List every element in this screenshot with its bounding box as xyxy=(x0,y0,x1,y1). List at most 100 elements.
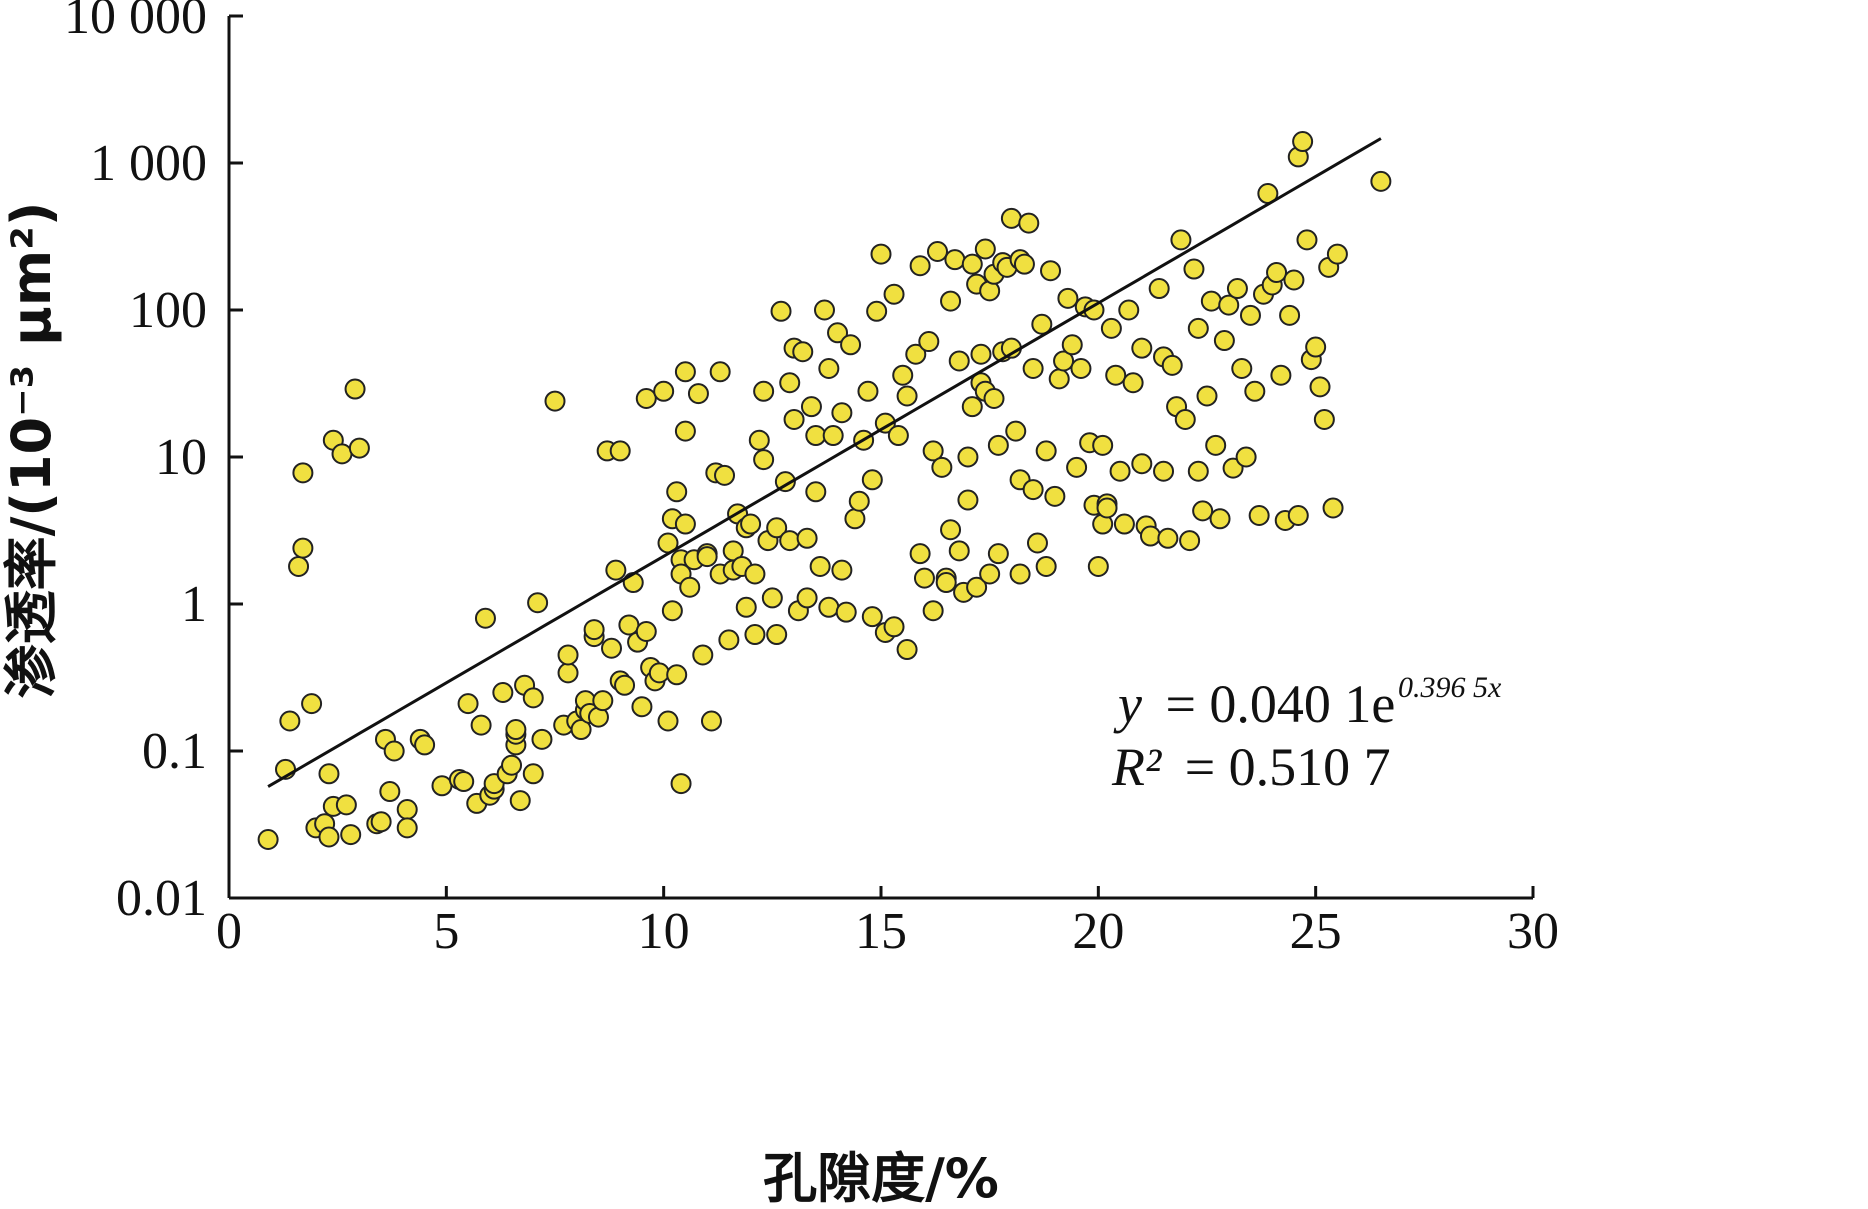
data-point xyxy=(474,607,496,629)
data-point xyxy=(766,624,788,646)
data-point xyxy=(1105,364,1127,386)
data-point xyxy=(453,771,475,793)
data-point xyxy=(1313,408,1335,430)
data-point xyxy=(1279,304,1301,326)
regression-equation: y = 0.040 1e 0.396 5x R² = 0.510 7 xyxy=(1111,671,1502,797)
data-point xyxy=(957,446,979,468)
data-point xyxy=(979,563,1001,585)
data-point xyxy=(735,596,757,618)
data-point xyxy=(809,555,831,577)
data-point xyxy=(1113,513,1135,535)
data-point xyxy=(957,489,979,511)
data-point xyxy=(931,456,953,478)
data-point xyxy=(1235,446,1257,468)
data-point xyxy=(987,434,1009,456)
data-point xyxy=(935,572,957,594)
data-point xyxy=(501,754,523,776)
data-point xyxy=(866,300,888,322)
y-tick-label: 1 000 xyxy=(90,135,207,192)
data-point xyxy=(431,775,453,797)
data-point xyxy=(766,517,788,539)
data-point xyxy=(1266,261,1288,283)
data-point xyxy=(396,817,418,839)
data-point xyxy=(857,380,879,402)
y-tick-label: 0.1 xyxy=(142,723,207,780)
x-tick-label: 10 xyxy=(638,903,690,960)
data-point xyxy=(909,543,931,565)
data-point xyxy=(870,243,892,265)
data-point xyxy=(896,639,918,661)
equation-body: = 0.040 1e xyxy=(1165,674,1395,734)
x-tick-label: 15 xyxy=(855,903,907,960)
data-point xyxy=(1087,555,1109,577)
data-point xyxy=(1070,357,1092,379)
data-point xyxy=(700,710,722,732)
data-point xyxy=(344,378,366,400)
data-point xyxy=(940,290,962,312)
data-point xyxy=(744,624,766,646)
data-point xyxy=(970,343,992,365)
x-tick-label: 25 xyxy=(1290,903,1342,960)
data-point xyxy=(1305,336,1327,358)
data-point xyxy=(257,829,279,851)
data-point xyxy=(805,481,827,503)
data-point xyxy=(1192,500,1214,522)
data-point xyxy=(674,361,696,383)
data-point xyxy=(1187,460,1209,482)
data-point xyxy=(744,563,766,585)
data-point xyxy=(840,334,862,356)
data-point xyxy=(813,299,835,321)
data-point xyxy=(522,763,544,785)
data-point xyxy=(348,437,370,459)
data-point xyxy=(922,600,944,622)
data-point xyxy=(844,508,866,530)
data-point xyxy=(966,576,988,598)
data-point xyxy=(835,601,857,623)
tick-labels: 0 5 10 15 20 25 30 0.01 0.1 1 10 100 1 000 10 000 xyxy=(64,0,1559,960)
data-point xyxy=(618,614,640,636)
data-point xyxy=(948,540,970,562)
data-point xyxy=(800,396,822,418)
data-point xyxy=(292,537,314,559)
data-point xyxy=(383,740,405,762)
data-point xyxy=(288,555,310,577)
data-point xyxy=(527,592,549,614)
data-point xyxy=(883,616,905,638)
data-point xyxy=(1187,317,1209,339)
data-point xyxy=(631,696,653,718)
data-point xyxy=(1122,372,1144,394)
data-point xyxy=(1292,131,1314,153)
svg-text:R² = 0.510 7: R² = 0.510 7 xyxy=(1111,737,1391,797)
data-point xyxy=(1370,170,1392,192)
data-point xyxy=(1131,337,1153,359)
data-point xyxy=(1118,299,1140,321)
data-point xyxy=(301,693,323,715)
data-point xyxy=(714,464,736,486)
data-point xyxy=(1157,527,1179,549)
data-point xyxy=(779,530,801,552)
data-point xyxy=(818,357,840,379)
data-point xyxy=(1031,313,1053,335)
data-points xyxy=(257,131,1392,851)
data-point xyxy=(848,490,870,512)
data-point xyxy=(796,587,818,609)
data-point xyxy=(1148,278,1170,300)
y-tick-label: 10 xyxy=(155,429,207,486)
data-point xyxy=(909,255,931,277)
data-point xyxy=(770,300,792,322)
data-point xyxy=(1139,525,1161,547)
data-point xyxy=(531,728,553,750)
data-point xyxy=(657,710,679,732)
data-point xyxy=(1096,497,1118,519)
data-point xyxy=(944,249,966,271)
data-point xyxy=(861,606,883,628)
data-point xyxy=(1026,532,1048,554)
data-point xyxy=(740,513,762,535)
trend-line xyxy=(267,137,1382,788)
equation-exponent: 0.396 5x xyxy=(1398,671,1502,704)
data-point xyxy=(896,385,918,407)
x-tick-label: 20 xyxy=(1072,903,1124,960)
data-point xyxy=(557,644,579,666)
data-point xyxy=(1044,485,1066,507)
data-point xyxy=(1022,479,1044,501)
